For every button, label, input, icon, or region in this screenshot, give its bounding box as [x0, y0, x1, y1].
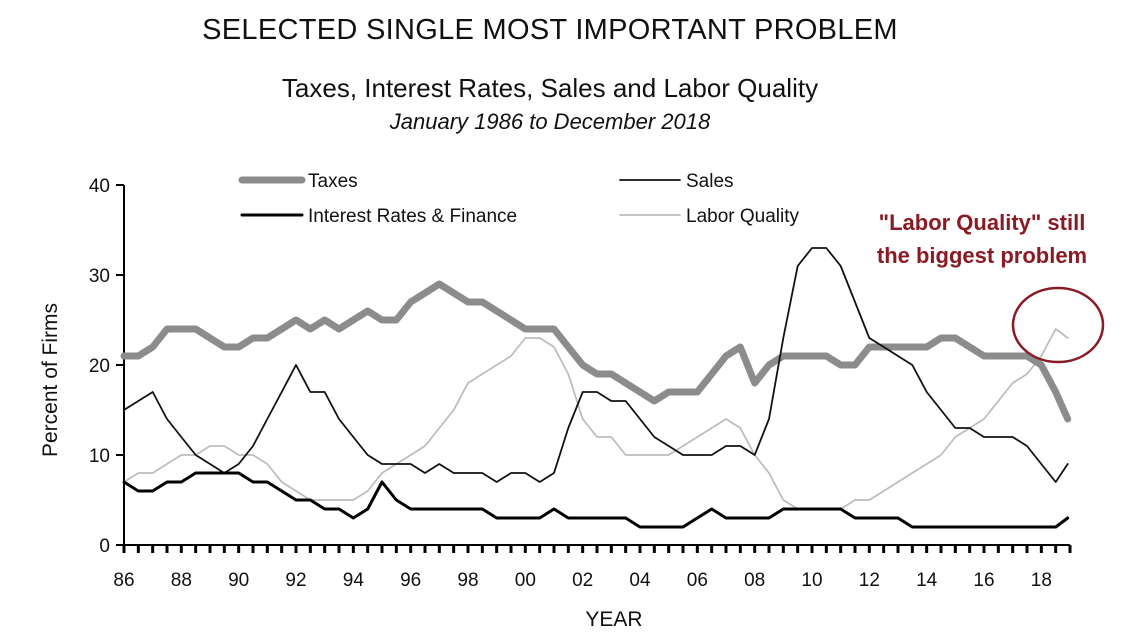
legend-label: Sales [686, 171, 734, 192]
chart-axes: 0 10 20 30 40 86 88 90 92 94 96 98 00 02 04 06 08 10 12 14 1… [89, 176, 1072, 591]
x-tick-label: 90 [228, 570, 249, 591]
x-tick-label: 98 [457, 570, 478, 591]
y-tick-label: 40 [89, 176, 110, 197]
series-line-sales [123, 247, 1069, 483]
annotation-line-2: the biggest problem [877, 243, 1087, 268]
x-tick-label: 18 [1031, 570, 1052, 591]
series-line-interest-rates-finance [122, 471, 1070, 529]
y-tick-label: 30 [89, 266, 110, 287]
x-tick-label: 92 [285, 570, 306, 591]
annotation-circle [1011, 286, 1105, 364]
series-line-labor-quality [123, 328, 1069, 510]
x-tick-label: 00 [515, 570, 536, 591]
x-tick-label: 06 [687, 570, 708, 591]
legend-label: Labor Quality [686, 206, 800, 227]
y-tick-label: 0 [99, 536, 110, 557]
x-tick-label: 10 [801, 570, 822, 591]
y-axis-label: Percent of Firms [39, 303, 62, 457]
series-layer [120, 247, 1072, 529]
chart-legend: Taxes Sales Interest Rates & Finance Labor … [238, 171, 800, 227]
annotation-line-1: "Labor Quality" still [879, 210, 1086, 235]
x-tick-label: 04 [629, 570, 651, 591]
x-tick-label: 94 [343, 570, 365, 591]
legend-label: Interest Rates & Finance [308, 206, 517, 227]
x-tick-label: 08 [744, 570, 765, 591]
legend-label: Taxes [308, 171, 358, 192]
x-tick-label: 02 [572, 570, 593, 591]
chart-subtitle: Taxes, Interest Rates, Sales and Labor Q… [281, 73, 819, 103]
x-tick-label: 12 [859, 570, 880, 591]
x-tick-label: 88 [171, 570, 192, 591]
x-tick-label: 14 [916, 570, 938, 591]
chart-title: SELECTED SINGLE MOST IMPORTANT PROBLEM [202, 14, 898, 46]
y-tick-label: 20 [89, 356, 110, 377]
x-tick-label: 86 [113, 570, 134, 591]
x-tick-label: 16 [973, 570, 994, 591]
x-tick-label: 96 [400, 570, 421, 591]
series-line-taxes [120, 280, 1072, 423]
x-axis-label: YEAR [585, 608, 642, 631]
chart-date-range: January 1986 to December 2018 [389, 109, 711, 134]
y-tick-label: 10 [89, 446, 110, 467]
